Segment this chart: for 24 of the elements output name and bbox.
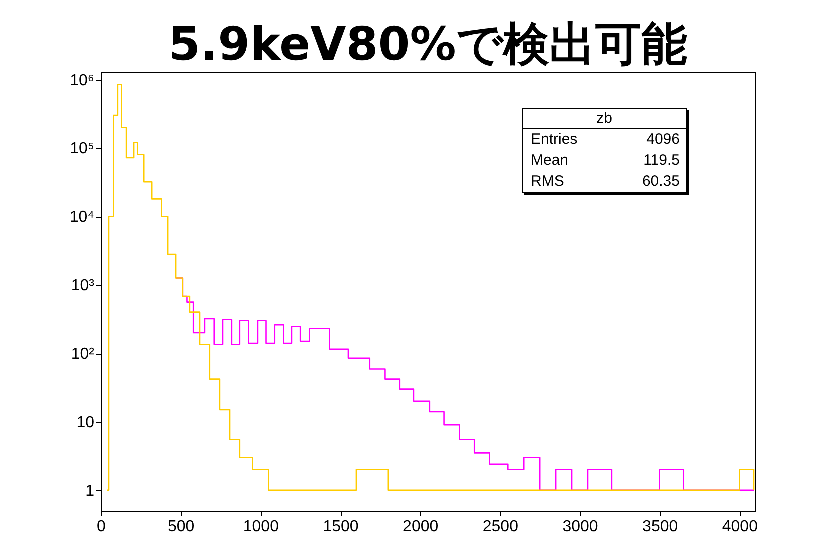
x-tick-label: 1500 — [323, 518, 359, 536]
x-tick-label: 4000 — [722, 518, 758, 536]
chart-title: 5.9keV80%で検出可能 — [168, 16, 688, 71]
annotation: zb — [523, 109, 686, 129]
annotation: Entries — [531, 130, 578, 150]
y-tick-label: 10⁴ — [70, 209, 95, 226]
annotation: 60.35 — [642, 172, 680, 192]
y-tick-label: 10³ — [71, 278, 96, 295]
x-tick-label: 3500 — [642, 518, 678, 536]
y-tick-label: 10 — [76, 414, 95, 432]
annotation: 119.5 — [644, 151, 680, 171]
x-tick-label: 1000 — [243, 518, 280, 536]
x-tick-label: 2000 — [403, 518, 439, 536]
x-tick-label: 0 — [97, 518, 106, 536]
x-tick-label: 500 — [168, 518, 195, 536]
y-tick-label: 10⁵ — [70, 140, 94, 158]
y-tick-label: 1 — [86, 482, 95, 500]
annotation: Mean — [531, 151, 569, 171]
x-tick-label: 3000 — [562, 518, 598, 536]
x-tick-label: 2500 — [482, 518, 519, 536]
annotation: RMS — [531, 172, 564, 192]
y-tick-label: 10² — [71, 346, 96, 364]
y-tick-label: 10⁶ — [70, 72, 94, 90]
annotation: 4096 — [646, 130, 680, 150]
